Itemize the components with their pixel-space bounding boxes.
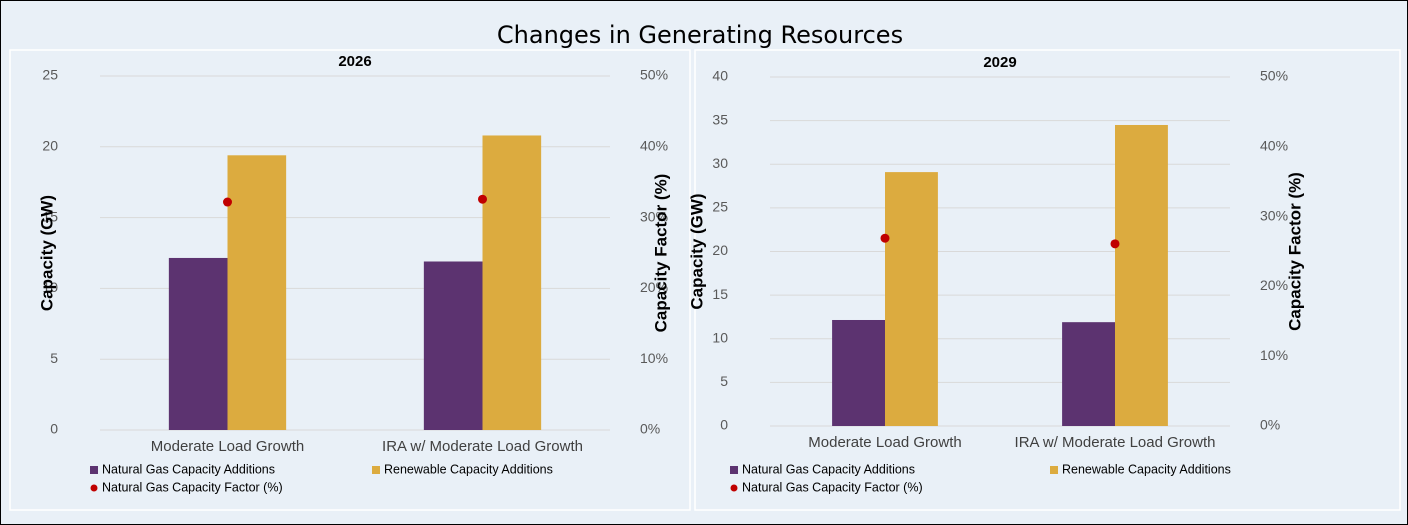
bar xyxy=(227,155,287,430)
y-tick-label: 30 xyxy=(712,155,728,171)
legend-label: Natural Gas Capacity Additions xyxy=(102,462,275,476)
chart-subtitle: 2029 xyxy=(983,54,1016,71)
y2-tick-label: 20% xyxy=(1260,277,1288,293)
x-tick-label: IRA w/ Moderate Load Growth xyxy=(382,438,583,455)
x-tick-label: Moderate Load Growth xyxy=(808,434,961,451)
y-tick-label: 5 xyxy=(720,373,728,389)
legend-swatch xyxy=(730,466,738,474)
page-title: Changes in Generating Resources xyxy=(497,21,903,49)
chart-subtitle: 2026 xyxy=(338,53,371,70)
y-tick-label: 35 xyxy=(712,111,728,127)
y2-tick-label: 10% xyxy=(640,350,668,366)
marker xyxy=(478,194,487,204)
y-tick-label: 40 xyxy=(712,68,728,84)
x-tick-label: IRA w/ Moderate Load Growth xyxy=(1015,434,1216,451)
y-axis-label: Capacity (GW) xyxy=(37,195,56,311)
bar xyxy=(168,257,228,430)
y-tick-label: 0 xyxy=(50,421,58,437)
legend-label: Renewable Capacity Additions xyxy=(1062,462,1231,476)
y-tick-label: 15 xyxy=(712,286,728,302)
bar xyxy=(832,319,885,426)
legend-swatch xyxy=(90,466,98,474)
y2-axis-label: Capacity Factor (%) xyxy=(651,174,670,333)
y2-tick-label: 30% xyxy=(1260,207,1288,223)
panel xyxy=(694,49,1401,511)
y-tick-label: 25 xyxy=(42,67,58,83)
y-tick-label: 25 xyxy=(712,199,728,215)
legend-swatch xyxy=(372,466,380,474)
bar xyxy=(423,261,483,430)
bar xyxy=(482,135,542,431)
y2-tick-label: 30% xyxy=(640,208,668,224)
y-tick-label: 10 xyxy=(712,329,728,345)
y-tick-label: 0 xyxy=(720,417,728,433)
y2-tick-label: 40% xyxy=(1260,138,1288,154)
y-tick-label: 20 xyxy=(712,242,728,258)
marker xyxy=(223,197,232,207)
marker xyxy=(1110,239,1120,249)
y-tick-label: 10 xyxy=(42,279,58,295)
y2-tick-label: 10% xyxy=(1260,347,1288,363)
y-tick-label: 15 xyxy=(42,208,58,224)
y2-tick-label: 50% xyxy=(640,67,668,83)
legend-label: Natural Gas Capacity Factor (%) xyxy=(102,480,283,494)
bar xyxy=(1062,322,1115,426)
y-tick-label: 20 xyxy=(42,138,58,154)
legend-label: Renewable Capacity Additions xyxy=(384,462,553,476)
y-tick-label: 5 xyxy=(50,350,58,366)
legend-label: Natural Gas Capacity Additions xyxy=(742,462,915,476)
legend-label: Natural Gas Capacity Factor (%) xyxy=(742,480,923,494)
legend-swatch xyxy=(730,484,738,492)
y2-axis-label: Capacity Factor (%) xyxy=(1285,172,1304,331)
x-tick-label: Moderate Load Growth xyxy=(151,438,304,455)
y2-tick-label: 50% xyxy=(1260,68,1288,84)
bar xyxy=(885,172,938,426)
y-axis-label: Capacity (GW) xyxy=(687,193,706,309)
y2-tick-label: 20% xyxy=(640,279,668,295)
y2-tick-label: 40% xyxy=(640,138,668,154)
bar xyxy=(1115,124,1168,427)
legend-swatch xyxy=(90,484,98,492)
legend-swatch xyxy=(1050,466,1058,474)
marker xyxy=(880,233,890,243)
y2-tick-label: 0% xyxy=(640,421,660,437)
y2-tick-label: 0% xyxy=(1260,417,1280,433)
panel xyxy=(9,49,691,511)
